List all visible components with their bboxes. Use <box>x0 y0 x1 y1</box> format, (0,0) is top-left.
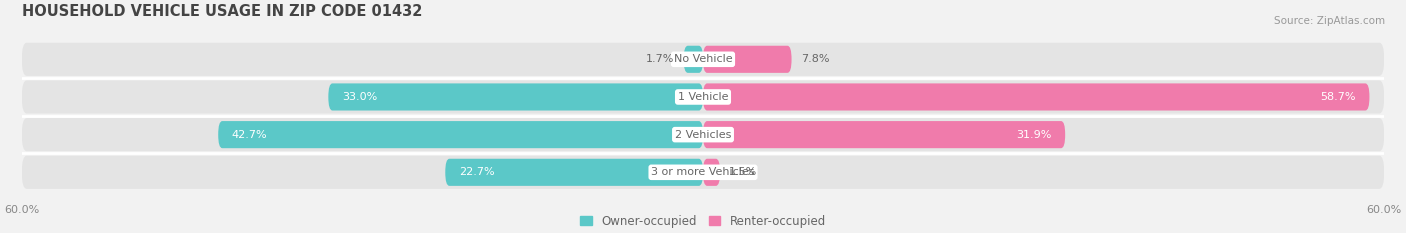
Text: 31.9%: 31.9% <box>1017 130 1052 140</box>
FancyBboxPatch shape <box>703 159 720 186</box>
Text: No Vehicle: No Vehicle <box>673 54 733 64</box>
FancyBboxPatch shape <box>21 118 1385 151</box>
FancyBboxPatch shape <box>446 159 703 186</box>
Text: 58.7%: 58.7% <box>1320 92 1355 102</box>
FancyBboxPatch shape <box>683 46 703 73</box>
Text: 7.8%: 7.8% <box>800 54 830 64</box>
FancyBboxPatch shape <box>21 156 1385 189</box>
Legend: Owner-occupied, Renter-occupied: Owner-occupied, Renter-occupied <box>579 215 827 228</box>
FancyBboxPatch shape <box>329 83 703 110</box>
Text: HOUSEHOLD VEHICLE USAGE IN ZIP CODE 01432: HOUSEHOLD VEHICLE USAGE IN ZIP CODE 0143… <box>21 4 422 19</box>
FancyBboxPatch shape <box>703 83 1369 110</box>
Text: 2 Vehicles: 2 Vehicles <box>675 130 731 140</box>
FancyBboxPatch shape <box>21 80 1385 113</box>
Text: 1.7%: 1.7% <box>647 54 675 64</box>
FancyBboxPatch shape <box>703 46 792 73</box>
FancyBboxPatch shape <box>703 121 1066 148</box>
Text: 3 or more Vehicles: 3 or more Vehicles <box>651 167 755 177</box>
FancyBboxPatch shape <box>218 121 703 148</box>
Text: 33.0%: 33.0% <box>342 92 377 102</box>
FancyBboxPatch shape <box>21 43 1385 76</box>
Text: 1 Vehicle: 1 Vehicle <box>678 92 728 102</box>
Text: Source: ZipAtlas.com: Source: ZipAtlas.com <box>1274 16 1385 26</box>
Text: 42.7%: 42.7% <box>232 130 267 140</box>
Text: 1.5%: 1.5% <box>730 167 758 177</box>
Text: 22.7%: 22.7% <box>458 167 495 177</box>
